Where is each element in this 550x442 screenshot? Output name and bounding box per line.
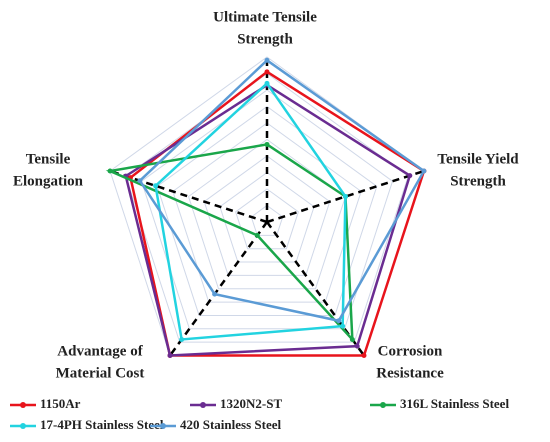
legend-swatch-dot [200,402,206,408]
series-point [421,168,427,174]
axis-label: Strength [450,173,506,189]
grid-ring [219,171,315,263]
series-point [179,336,185,342]
series-line [154,81,347,341]
grid-ring [203,155,331,276]
series-point [153,183,159,189]
series-point [264,69,270,75]
series-line [105,143,354,343]
grid-ring [172,122,362,303]
series-point [137,178,143,184]
axis-label: Corrosion [378,343,443,359]
series-point [336,318,342,324]
legend-label: 1150Ar [40,396,81,411]
series-point [342,194,348,200]
series-point [107,168,113,174]
series-line [129,70,426,357]
legend-label: 1320N2-ST [220,396,282,411]
legend-swatch-dot [160,423,166,429]
series-point [264,80,270,86]
axis-line [109,169,268,224]
legend-swatch-dot [380,402,386,408]
series-point [354,343,360,349]
grid-ring [250,204,284,236]
axis-label: Advantage of [57,343,143,359]
legend-label: 17-4PH Stainless Steel [40,417,164,432]
series-point [340,323,346,329]
axis-label: Resistance [376,365,444,381]
series-point [212,291,218,297]
axis-label: Material Cost [56,365,145,381]
legend-label: 420 Stainless Steel [180,417,282,432]
grid-ring [140,89,394,330]
series-point [264,57,270,63]
axis-line [169,221,269,357]
axis-label: Tensile Yield [437,151,519,167]
grid-ring [235,188,299,250]
legend-swatch-dot [20,423,26,429]
series-point [349,336,355,342]
axis-label: Elongation [13,173,84,189]
series-point [254,232,260,238]
axis-label: Ultimate Tensile [213,9,317,25]
axis-label: Tensile [26,151,71,167]
axis-line [266,169,425,224]
series-point [167,352,173,358]
legend-label: 316L Stainless Steel [400,396,509,411]
series-point [407,173,413,179]
legend-swatch-dot [20,402,26,408]
series-line [124,83,412,357]
series-line [138,58,426,323]
grid-ring [156,105,378,316]
series-point [264,141,270,147]
axis-label: Strength [237,31,293,47]
series-point [361,352,367,358]
